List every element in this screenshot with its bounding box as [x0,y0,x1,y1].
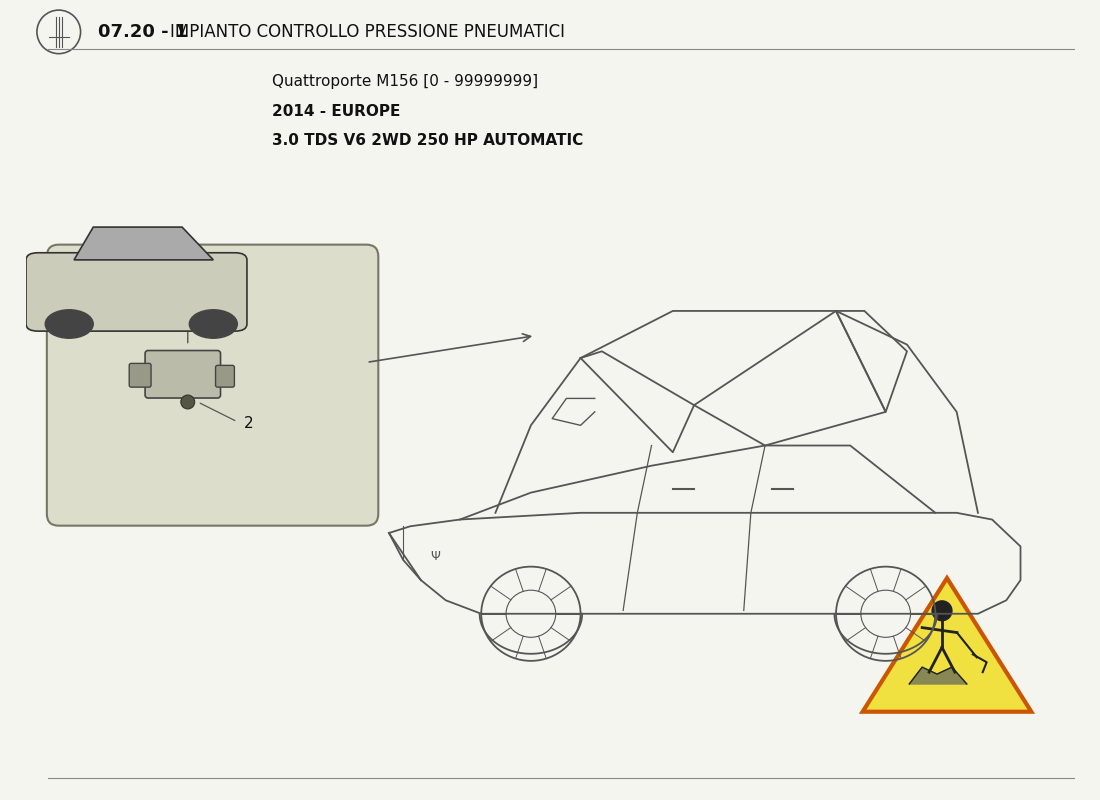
FancyBboxPatch shape [216,366,234,387]
Circle shape [180,395,195,409]
FancyBboxPatch shape [129,363,151,387]
Polygon shape [862,578,1032,712]
FancyBboxPatch shape [145,350,220,398]
Polygon shape [910,667,967,684]
Text: 3.0 TDS V6 2WD 250 HP AUTOMATIC: 3.0 TDS V6 2WD 250 HP AUTOMATIC [272,134,583,148]
Text: 2014 - EUROPE: 2014 - EUROPE [272,103,400,118]
Circle shape [932,601,952,621]
Text: 1: 1 [186,276,196,290]
FancyBboxPatch shape [47,245,378,526]
Text: 2: 2 [244,416,254,431]
Text: 07.20 - 1: 07.20 - 1 [98,23,194,41]
Text: IMPIANTO CONTROLLO PRESSIONE PNEUMATICI: IMPIANTO CONTROLLO PRESSIONE PNEUMATICI [169,23,565,41]
Text: Quattroporte M156 [0 - 99999999]: Quattroporte M156 [0 - 99999999] [272,74,538,89]
